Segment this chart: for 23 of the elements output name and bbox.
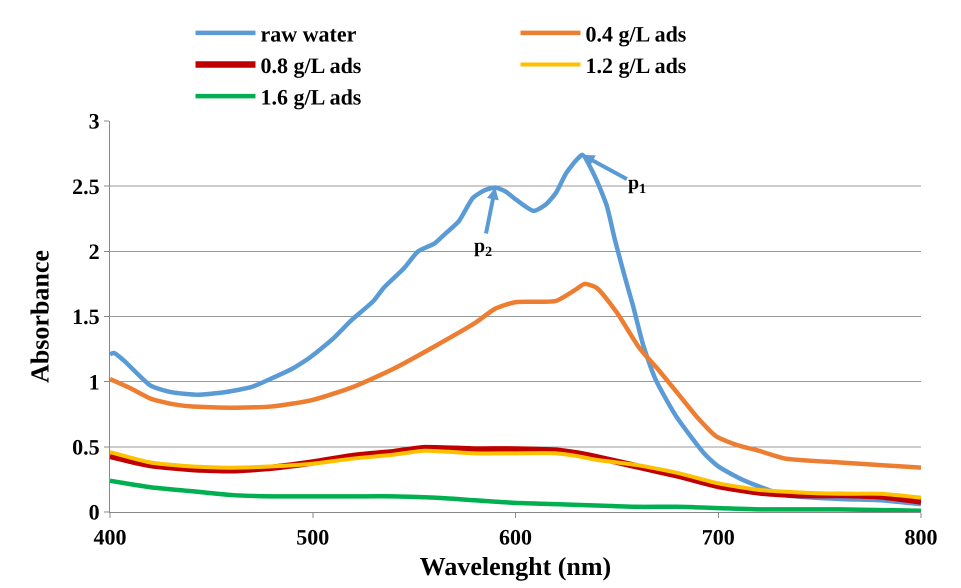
line-series (110, 282, 921, 470)
line-series (110, 152, 921, 506)
legend-label: raw water (260, 21, 357, 46)
x-tick-label: 600 (499, 524, 532, 550)
annotation: p$_{1}$ (628, 172, 646, 198)
legend-label: 0.8 g/L ads (260, 53, 362, 78)
y-tick-label: 1.5 (72, 304, 100, 330)
x-tick-label: 500 (296, 524, 330, 550)
y-tick-label: 2 (88, 239, 100, 264)
y-tick-label: 2.5 (72, 174, 100, 199)
x-tick-label: 800 (904, 524, 938, 550)
y-tick-label: 0.5 (72, 434, 100, 460)
x-axis-title: Wavelenght (nm) (420, 552, 612, 582)
x-tick-label: 700 (702, 524, 735, 550)
legend-label: 1.2 g/L ads (586, 53, 687, 78)
y-tick-label: 1 (88, 369, 100, 394)
annotation: p$_{2}$ (474, 235, 492, 260)
y-axis-title: Absorbance (26, 250, 54, 383)
y-tick-label: 3 (88, 108, 100, 134)
legend-label: 1.6 g/L ads (260, 84, 362, 110)
y-tick-label: 0 (88, 500, 100, 525)
legend-label: 0.4 g/L ads (586, 21, 687, 46)
x-tick-label: 400 (94, 524, 126, 550)
